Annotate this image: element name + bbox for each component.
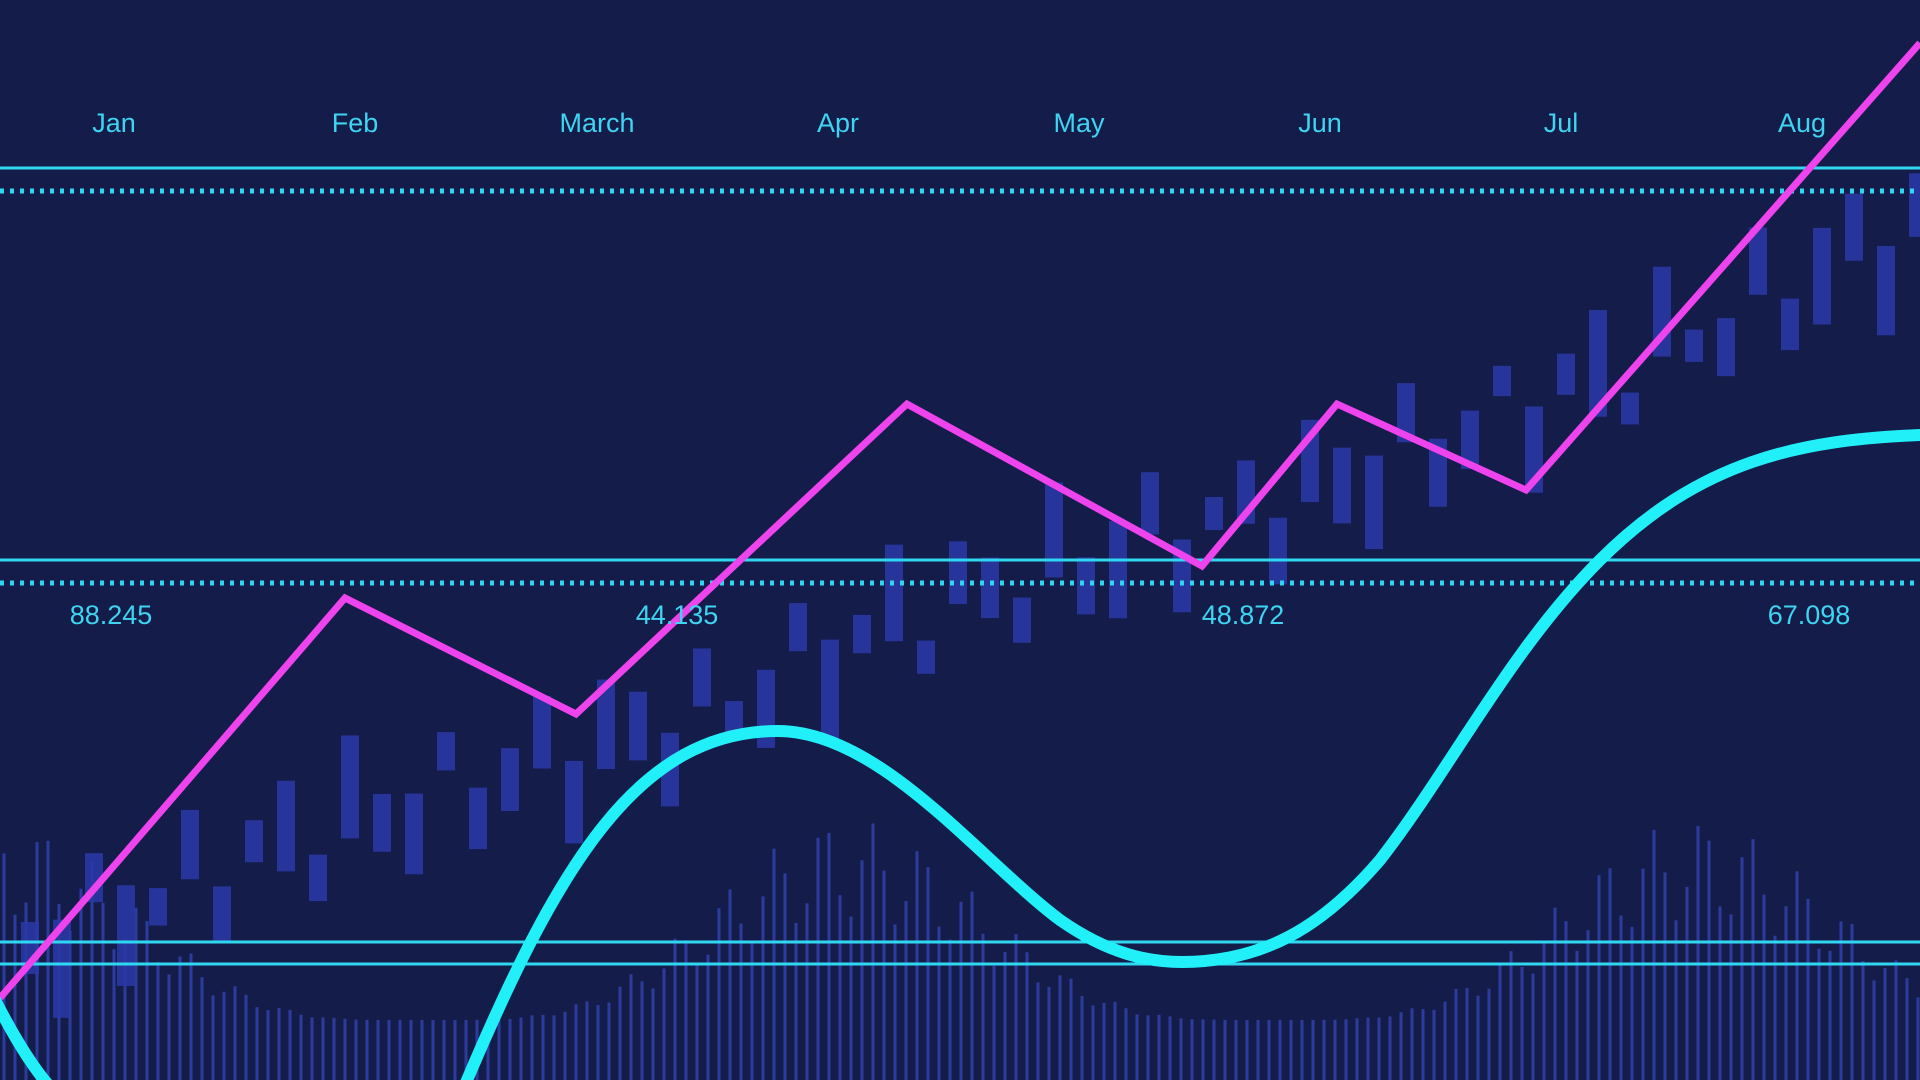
- candle: [853, 614, 871, 654]
- candle: [533, 695, 551, 769]
- candle: [1397, 383, 1415, 443]
- candle: [1205, 496, 1223, 531]
- candle: [1621, 392, 1639, 425]
- candle: [1365, 455, 1383, 550]
- value-label: 88.245: [70, 600, 153, 630]
- month-label: March: [559, 108, 634, 138]
- cyan-curve: [0, 429, 1920, 1080]
- candle: [437, 732, 455, 771]
- candle: [1461, 410, 1479, 469]
- candle: [1109, 520, 1127, 619]
- candle: [469, 787, 487, 850]
- candle: [501, 748, 519, 812]
- labels: Jan Feb March Apr May Jun Jul Aug 88.245 44.135 48…: [70, 108, 1851, 630]
- month-label: Jan: [92, 108, 136, 138]
- month-label: Apr: [817, 108, 859, 138]
- candle: [53, 919, 71, 1018]
- candle: [1333, 447, 1351, 524]
- candle: [597, 679, 615, 770]
- candle: [1717, 318, 1735, 377]
- candle: [885, 544, 903, 642]
- candle: [1589, 309, 1607, 417]
- candle: [1045, 482, 1063, 578]
- candle: [1557, 353, 1575, 395]
- value-label: 48.872: [1202, 600, 1285, 630]
- month-label: Feb: [332, 108, 379, 138]
- candle: [789, 603, 807, 652]
- candle: [245, 820, 263, 863]
- candle: [1877, 245, 1895, 336]
- candle: [1493, 365, 1511, 397]
- volume-layer: [2, 823, 1920, 1080]
- candle: [149, 888, 167, 926]
- candle: [309, 854, 327, 902]
- candle: [1749, 227, 1767, 295]
- candle: [981, 557, 999, 619]
- value-label: 67.098: [1768, 600, 1851, 630]
- candle: [181, 809, 199, 880]
- candle: [1845, 193, 1863, 261]
- candle: [341, 735, 359, 839]
- month-label: Jul: [1544, 108, 1579, 138]
- candle-layer: [21, 173, 1920, 1018]
- candle: [373, 794, 391, 852]
- candle: [1685, 329, 1703, 362]
- month-label: Aug: [1778, 108, 1826, 138]
- month-label: May: [1053, 108, 1105, 138]
- candle: [1077, 557, 1095, 615]
- candle: [693, 648, 711, 707]
- candle: [405, 793, 423, 875]
- candle: [1909, 173, 1920, 237]
- month-label: Jun: [1298, 108, 1342, 138]
- candle: [213, 886, 231, 941]
- candle: [565, 760, 583, 844]
- candle: [277, 780, 295, 872]
- candle: [949, 541, 967, 605]
- candle: [821, 639, 839, 744]
- magenta-line: [0, 40, 1920, 1001]
- candle: [1141, 472, 1159, 535]
- candle: [117, 885, 135, 987]
- candle: [629, 691, 647, 761]
- value-label: 44.135: [636, 600, 719, 630]
- candle: [725, 701, 743, 735]
- candle: [1813, 227, 1831, 325]
- candle: [917, 640, 935, 674]
- candle: [1013, 597, 1031, 643]
- candle: [1269, 517, 1287, 585]
- candle: [1781, 298, 1799, 351]
